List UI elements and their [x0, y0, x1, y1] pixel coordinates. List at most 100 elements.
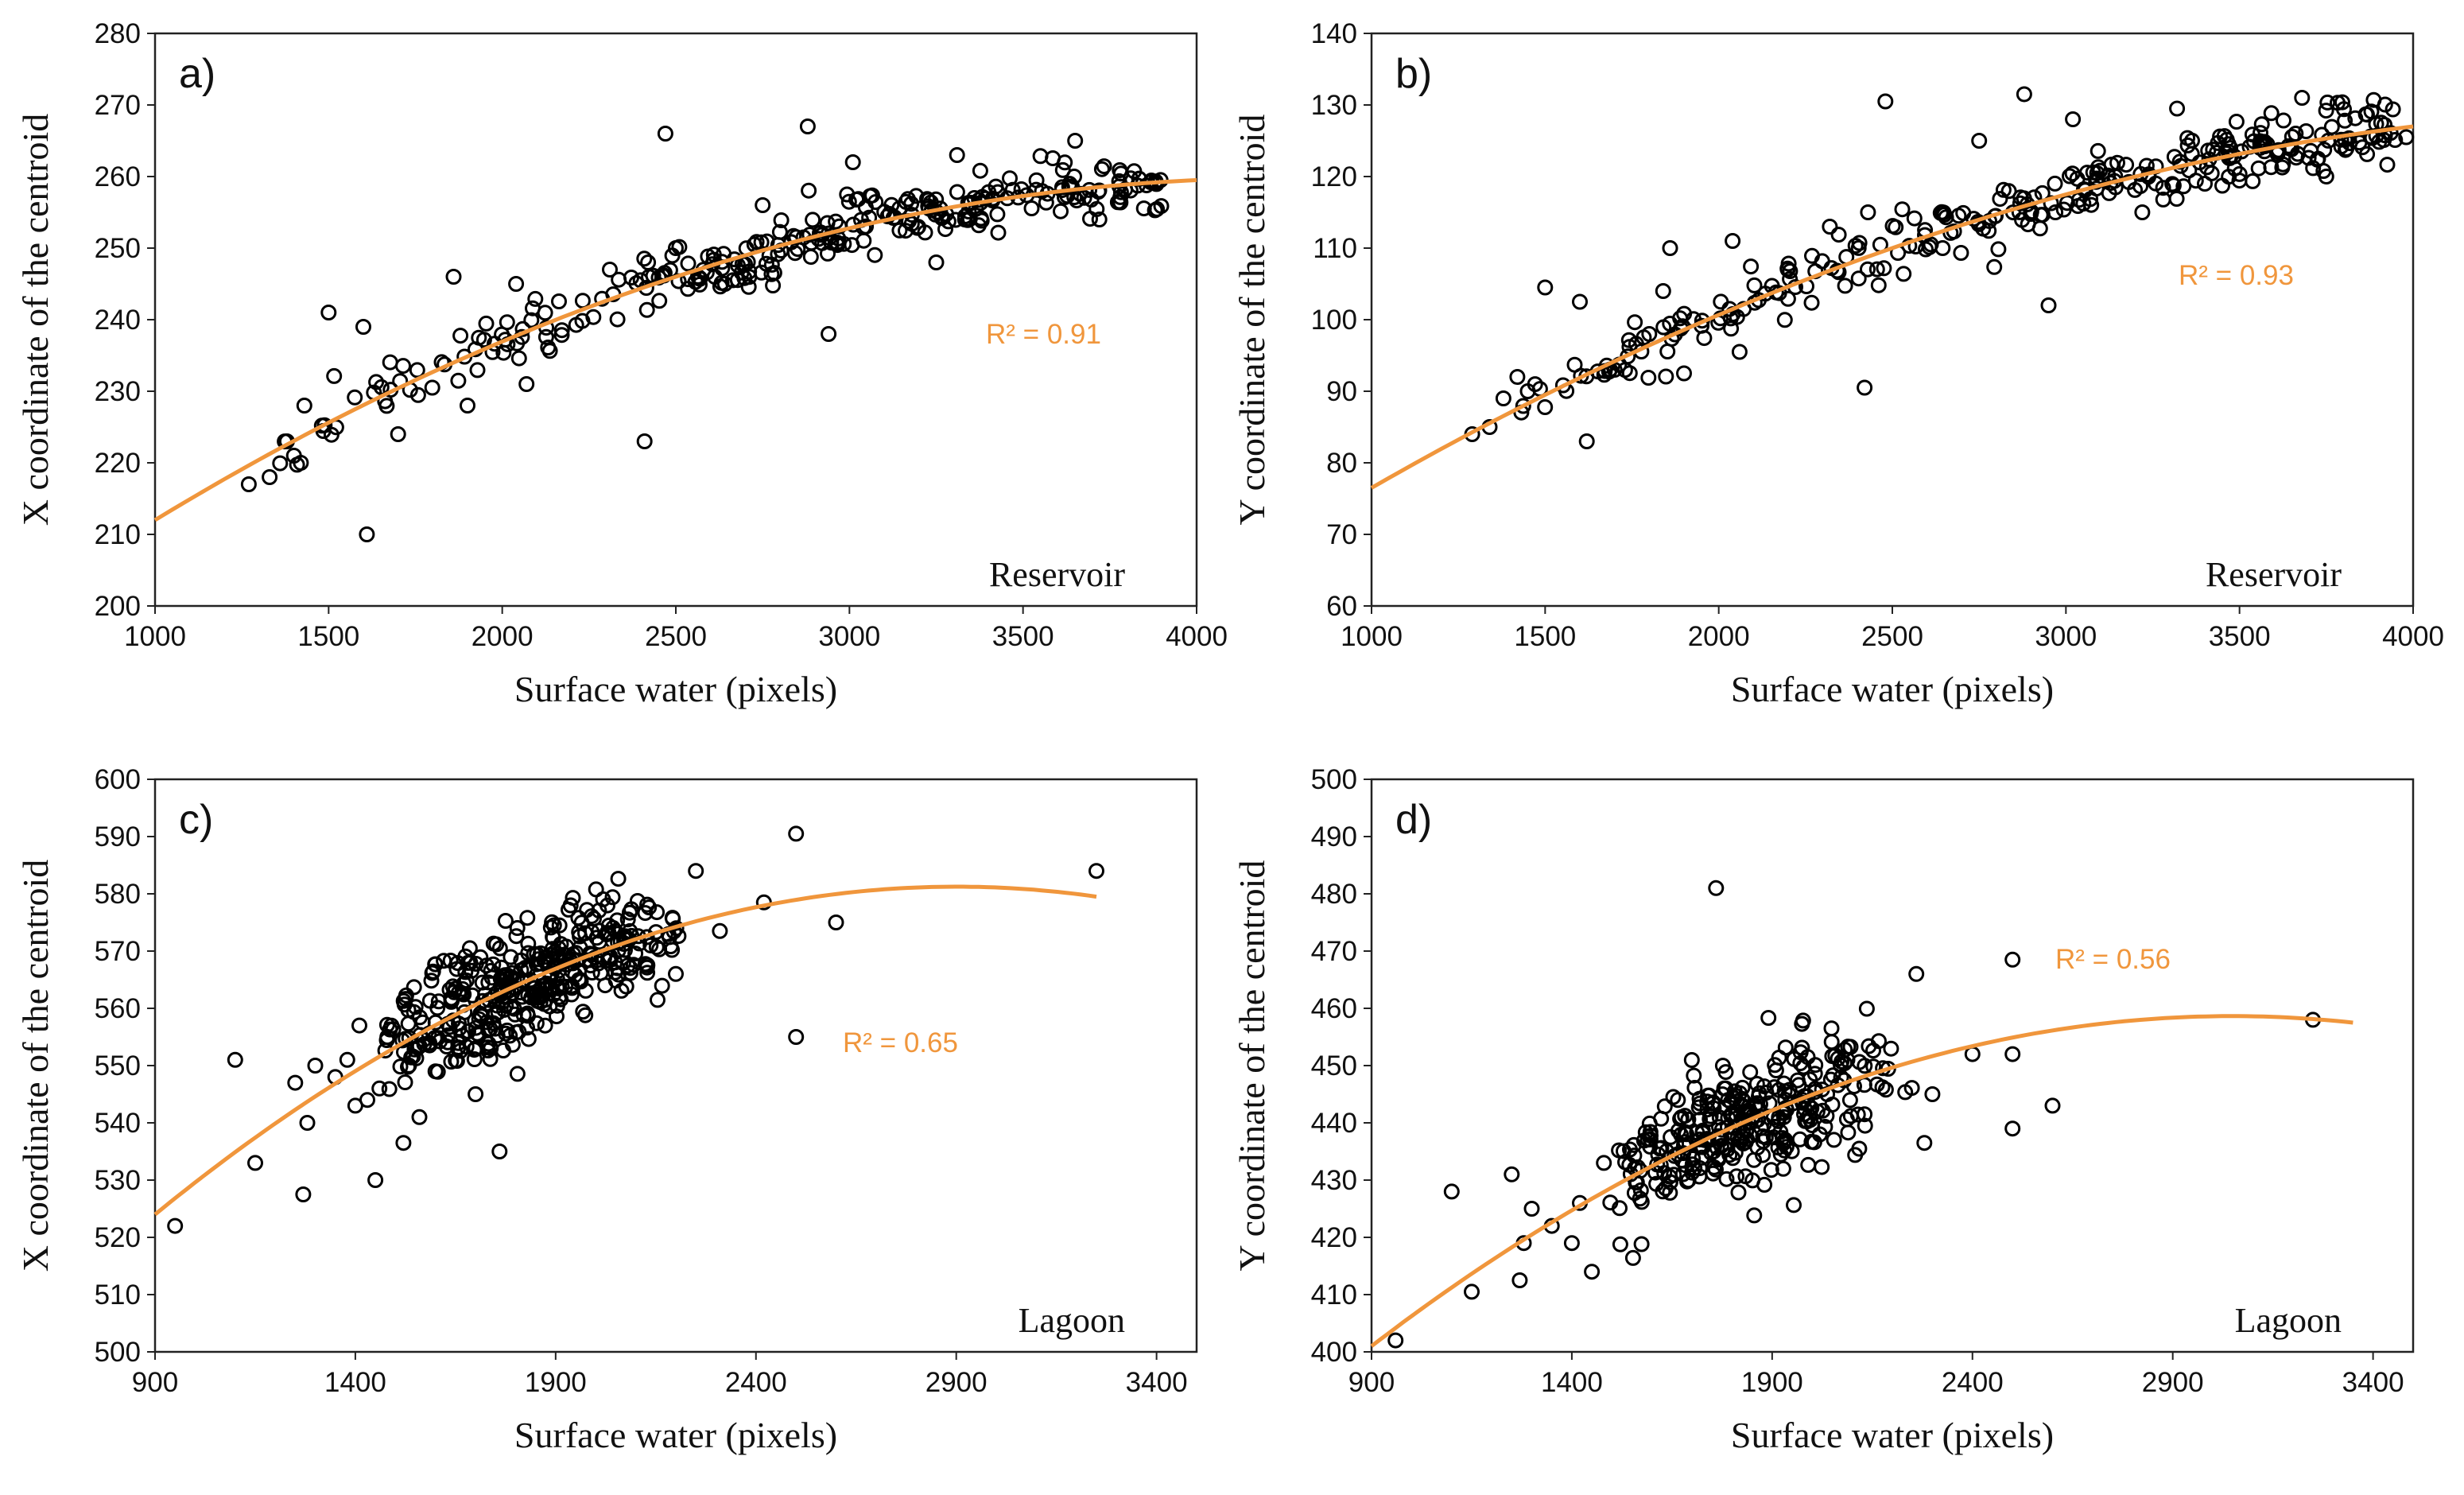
data-point [2363, 103, 2380, 120]
data-point [425, 963, 441, 980]
data-point [1572, 293, 1588, 310]
x-axis-label: Surface water (pixels) [514, 1415, 837, 1455]
data-point [867, 247, 883, 263]
data-point [601, 949, 618, 966]
data-point [2169, 100, 2186, 117]
data-point [1612, 1236, 1628, 1252]
data-point [1686, 1080, 1703, 1096]
data-point [1916, 1135, 1933, 1151]
data-point [1091, 212, 1108, 227]
y-tick-label: 80 [1326, 448, 1357, 479]
data-point [990, 224, 1007, 241]
data-point [549, 979, 565, 996]
data-point [788, 825, 805, 842]
data-point [758, 255, 774, 272]
data-point [1884, 218, 1901, 235]
data-point [1833, 1057, 1849, 1074]
data-point [1746, 277, 1763, 293]
data-point [1717, 1064, 1734, 1081]
data-point [883, 196, 900, 213]
data-point [680, 255, 697, 272]
data-point [1690, 1099, 1707, 1116]
y-tick-label: 230 [95, 376, 141, 407]
y-tick-label: 420 [1311, 1222, 1357, 1253]
data-point [828, 914, 844, 930]
data-point [1953, 245, 1969, 261]
x-tick-label: 3400 [1126, 1367, 1188, 1398]
data-point [1876, 260, 1892, 277]
data-point [1504, 1166, 1520, 1182]
data-point [1932, 204, 1949, 221]
data-point [712, 922, 728, 939]
data-point [2398, 129, 2415, 146]
data-point [1443, 1183, 1460, 1200]
data-point [773, 212, 790, 228]
data-point [398, 987, 414, 1004]
data-point [607, 964, 623, 980]
data-point [295, 1186, 312, 1202]
data-point [1625, 1136, 1642, 1153]
data-point [1728, 1106, 1744, 1123]
data-point [2179, 130, 2196, 146]
data-point [972, 162, 988, 179]
data-point [503, 969, 520, 985]
data-point [571, 972, 587, 988]
data-point [2175, 178, 2192, 195]
data-point [1776, 1083, 1793, 1100]
data-point [2362, 128, 2379, 145]
data-point [609, 311, 626, 328]
data-point [1633, 1236, 1650, 1252]
data-point [480, 1035, 497, 1052]
data-point [427, 956, 444, 973]
data-point [2044, 1097, 2061, 1114]
data-point [670, 928, 687, 945]
data-point [1713, 293, 1729, 310]
y-tick-label: 540 [95, 1108, 141, 1139]
data-point [2168, 191, 2185, 207]
data-point [551, 293, 567, 309]
data-point [528, 1015, 545, 1031]
data-point [839, 186, 856, 203]
data-point [577, 925, 593, 942]
data-point [462, 954, 479, 971]
data-point [2228, 114, 2245, 130]
data-point [1702, 1111, 1718, 1128]
data-point [1067, 133, 1084, 149]
data-point [429, 1000, 446, 1016]
x-tick-label: 900 [1348, 1367, 1395, 1398]
data-point [1763, 1162, 1779, 1179]
data-point [2205, 142, 2221, 158]
data-point [2231, 165, 2248, 182]
y-tick-label: 450 [1311, 1050, 1357, 1081]
data-point [1840, 1124, 1857, 1141]
data-point [508, 276, 525, 292]
data-point [529, 946, 545, 962]
data-point [1771, 1081, 1787, 1098]
data-point [657, 126, 673, 142]
data-point [400, 1058, 416, 1075]
data-point [2337, 112, 2353, 129]
data-point [1655, 319, 1672, 336]
data-point [526, 980, 543, 996]
data-point [299, 1115, 316, 1131]
data-point [296, 398, 312, 414]
data-point [510, 350, 527, 367]
data-point [1611, 1142, 1628, 1159]
data-point [1566, 356, 1583, 373]
data-point [427, 1063, 444, 1080]
data-point [499, 1022, 515, 1039]
data-point [2059, 195, 2075, 212]
data-point [1775, 1130, 1791, 1147]
data-point [1757, 1129, 1774, 1146]
data-point [489, 997, 506, 1014]
data-point [1800, 1156, 1817, 1173]
data-point [1387, 1332, 1404, 1349]
x-tick-label: 2900 [925, 1367, 988, 1398]
data-point [1908, 965, 1925, 982]
data-point [1096, 158, 1112, 175]
data-point [1789, 1072, 1806, 1089]
data-point [1868, 261, 1885, 278]
data-point [619, 911, 636, 928]
data-point [741, 269, 758, 285]
